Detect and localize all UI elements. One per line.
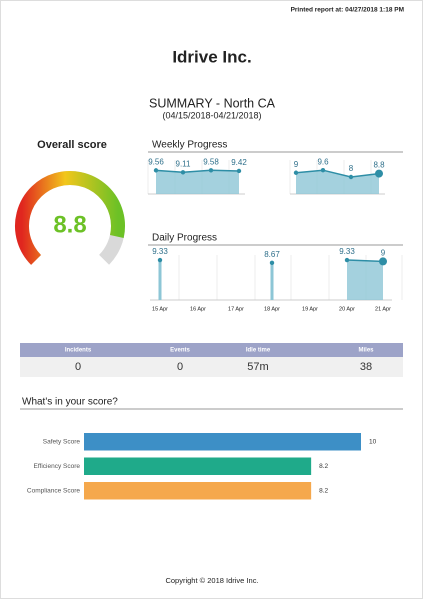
weekly-point: [236, 168, 242, 174]
weekly-value: 9.56: [148, 157, 164, 166]
daily-point: [157, 257, 163, 263]
overall-label: Overall score: [37, 139, 107, 151]
weekly-value: 9.58: [203, 157, 219, 166]
weekly-point: [320, 168, 326, 173]
weekly-value: 9: [294, 160, 299, 169]
daily-value: 9.33: [339, 247, 355, 256]
score-label: Efficiency Score: [34, 463, 81, 470]
x-tick-label: 15 Apr: [152, 306, 168, 312]
score-label: Safety Score: [43, 439, 81, 446]
gauge-label: 8.8: [53, 211, 86, 238]
weekly-value: 9.42: [231, 158, 247, 167]
table-header: [20, 343, 403, 357]
score-bar: [84, 457, 312, 475]
daily-value: 9.33: [152, 247, 168, 256]
weekly-point: [153, 168, 159, 173]
daily-value: 8.67: [264, 250, 280, 259]
daily-title: Daily Progress: [152, 233, 217, 244]
table-cell: 57m: [247, 361, 268, 373]
weekly-point: [293, 170, 299, 175]
weekly-point: [180, 170, 186, 175]
printed-at: Printed report at: 04/27/2018 1:18 PM: [291, 7, 404, 14]
daily-point: [379, 257, 387, 266]
weekly-value: 8: [349, 164, 354, 173]
weekly-value: 9.11: [176, 159, 192, 168]
table-row: [20, 357, 403, 377]
weekly-point: [375, 169, 383, 178]
x-tick-label: 18 Apr: [264, 306, 280, 312]
weekly-point: [208, 168, 214, 173]
weekly-area: [156, 170, 239, 194]
x-tick-label: 19 Apr: [302, 306, 318, 312]
score-value: 8.2: [319, 463, 328, 470]
footer: Copyright © 2018 Idrive Inc.: [165, 576, 258, 585]
score-bar: [84, 433, 361, 451]
daily-point: [344, 257, 350, 263]
daily-line: [346, 259, 384, 263]
weekly-value: 8.8: [373, 161, 385, 170]
score-bar: [84, 482, 312, 500]
weekly-value: 9.6: [317, 157, 329, 166]
table-header-cell: Events: [170, 348, 190, 354]
table-cell: 38: [360, 361, 372, 373]
table-header-cell: Incidents: [65, 348, 92, 354]
table-header-cell: Miles: [358, 348, 374, 354]
table-cell: 0: [75, 361, 81, 373]
score-value: 10: [369, 439, 377, 446]
daily-point: [269, 260, 275, 266]
daily-value: 9: [381, 249, 386, 258]
weekly-line: [295, 169, 380, 178]
weekly-point: [348, 174, 354, 180]
gauge-value: [15, 171, 125, 265]
score-value: 8.2: [319, 488, 328, 495]
x-tick-label: 20 Apr: [339, 306, 355, 312]
summary-title: SUMMARY - North CA: [149, 96, 276, 110]
x-tick-label: 16 Apr: [190, 306, 206, 312]
summary-range: (04/15/2018-04/21/2018): [162, 110, 261, 120]
company-title: Idrive Inc.: [172, 47, 251, 66]
x-tick-label: 21 Apr: [375, 306, 391, 312]
weekly-line: [155, 169, 240, 174]
scores-title: What's in your score?: [22, 397, 118, 408]
x-tick-label: 17 Apr: [228, 306, 244, 312]
table-cell: 0: [177, 361, 183, 373]
table-header-cell: Idle time: [246, 348, 271, 354]
score-label: Compliance Score: [27, 488, 80, 495]
weekly-title: Weekly Progress: [152, 140, 227, 151]
daily-area: [347, 260, 383, 300]
